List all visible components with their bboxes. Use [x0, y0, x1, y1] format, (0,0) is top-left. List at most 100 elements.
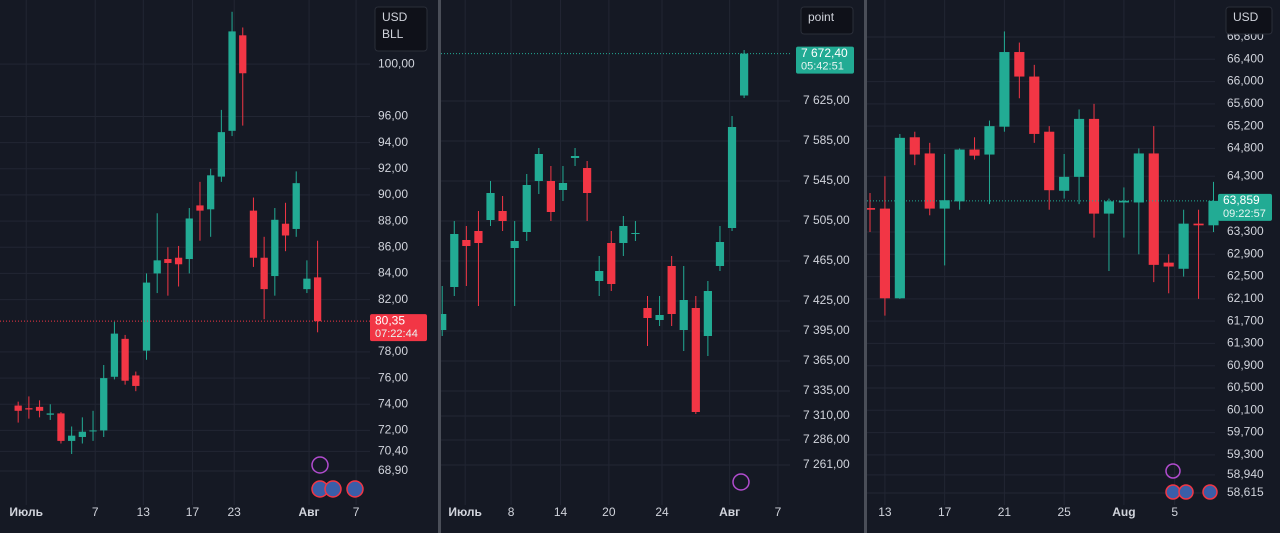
- candle-body: [894, 137, 905, 299]
- flag-icon[interactable]: [1202, 484, 1218, 500]
- y-tick-label: 86,00: [378, 239, 408, 253]
- unit-box[interactable]: [1225, 6, 1273, 35]
- candle-body: [474, 231, 483, 243]
- y-tick-label: 60,900: [1227, 358, 1264, 372]
- y-tick-label: 84,00: [378, 266, 408, 280]
- candle-body: [969, 149, 980, 156]
- event-icons: [311, 456, 1218, 500]
- y-tick-label: 62,100: [1227, 291, 1264, 305]
- flag-icon[interactable]: [1165, 484, 1181, 500]
- unit-label: point: [808, 10, 835, 24]
- candle-body: [1074, 118, 1085, 177]
- panel-divider: [864, 0, 867, 533]
- candle-body: [583, 168, 592, 193]
- candle-body: [1178, 223, 1189, 269]
- y-tick-label: 7 505,00: [803, 213, 850, 227]
- candle-body: [100, 378, 108, 431]
- x-tick-label: Июль: [448, 505, 482, 519]
- candle-body: [217, 132, 225, 177]
- candle-body: [954, 149, 965, 202]
- candle-body: [1163, 262, 1174, 267]
- y-tick-label: 58,940: [1227, 467, 1264, 481]
- last-price-time: 07:22:44: [375, 328, 418, 340]
- y-tick-label: 76,00: [378, 370, 408, 384]
- event-icon[interactable]: [1165, 463, 1181, 479]
- candle-body: [239, 35, 247, 74]
- candle-body: [271, 219, 279, 277]
- y-tick-label: 7 335,00: [803, 383, 850, 397]
- candle-body: [35, 406, 44, 411]
- candle-body: [727, 127, 737, 228]
- candle-body: [132, 375, 140, 386]
- last-price-time: 09:22:57: [1223, 208, 1266, 220]
- y-tick-label: 64,800: [1227, 141, 1264, 155]
- x-tick-label: 7: [353, 505, 360, 519]
- last-price-label: 7 672,40: [801, 46, 848, 60]
- candle-body: [534, 154, 543, 181]
- candle-body: [643, 308, 652, 318]
- unit-box[interactable]: [800, 6, 854, 35]
- last-price-time: 05:42:51: [801, 61, 844, 73]
- candle-body: [1118, 200, 1129, 203]
- x-tick-label: Июль: [9, 505, 43, 519]
- event-icon[interactable]: [311, 456, 329, 474]
- unit-box[interactable]: [374, 6, 428, 52]
- y-tick-label: 7 465,00: [803, 253, 850, 267]
- x-tick-label: 25: [1057, 505, 1071, 519]
- candle-body: [522, 185, 531, 232]
- last-price-tag: [1218, 193, 1272, 221]
- flag-icon[interactable]: [346, 480, 364, 498]
- candle-body: [510, 241, 519, 248]
- y-tick-label: 65,200: [1227, 118, 1264, 132]
- candle-body: [984, 126, 995, 155]
- candle-body: [121, 338, 129, 381]
- last-price-tag: [370, 314, 427, 342]
- x-tick-label: 17: [938, 505, 952, 519]
- x-tick-label: 14: [554, 505, 568, 519]
- y-tick-label: 92,00: [378, 161, 408, 175]
- flag-icon[interactable]: [1178, 484, 1194, 500]
- candle-body: [303, 278, 311, 290]
- y-tick-label: 61,300: [1227, 336, 1264, 350]
- candle-body: [631, 233, 640, 234]
- x-tick-label: 7: [775, 505, 782, 519]
- candle-body: [313, 277, 322, 322]
- x-tick-label: Aug: [1112, 505, 1135, 519]
- candle-body: [607, 243, 616, 284]
- candle-body: [619, 226, 628, 243]
- candle-body: [249, 210, 258, 258]
- y-tick-label: 62,500: [1227, 269, 1264, 283]
- candle-body: [570, 156, 580, 158]
- x-tick-label: 21: [998, 505, 1012, 519]
- y-tick-label: 63,300: [1227, 224, 1264, 238]
- candle-body: [142, 282, 151, 351]
- candle-body: [89, 430, 97, 432]
- candle-body: [546, 181, 555, 212]
- candle-body: [558, 183, 568, 190]
- x-tick-label: 23: [228, 505, 242, 519]
- candle-body: [595, 271, 604, 281]
- y-tick-label: 7 425,00: [803, 293, 850, 307]
- unit-label: USD: [382, 10, 408, 24]
- candle-body: [14, 405, 22, 411]
- y-tick-label: 64,300: [1227, 168, 1264, 182]
- x-tick-label: Авг: [299, 505, 320, 519]
- x-tick-label: 7: [92, 505, 99, 519]
- y-tick-label: 90,00: [378, 187, 408, 201]
- y-tick-label: 100,00: [378, 56, 415, 70]
- x-tick-label: 13: [137, 505, 151, 519]
- candle-body: [57, 413, 65, 441]
- candle-body: [909, 137, 920, 155]
- y-tick-label: 62,900: [1227, 246, 1264, 260]
- y-tick-label: 72,00: [378, 423, 408, 437]
- event-icon[interactable]: [732, 473, 750, 491]
- flag-icon[interactable]: [324, 480, 342, 498]
- y-tick-label: 94,00: [378, 135, 408, 149]
- candle-body: [939, 200, 950, 209]
- candle-body: [164, 259, 172, 263]
- candle-body: [703, 291, 712, 336]
- x-tick-label: 24: [655, 505, 669, 519]
- candle-body: [68, 435, 76, 441]
- candle-body: [110, 333, 119, 377]
- candle-body: [207, 175, 215, 210]
